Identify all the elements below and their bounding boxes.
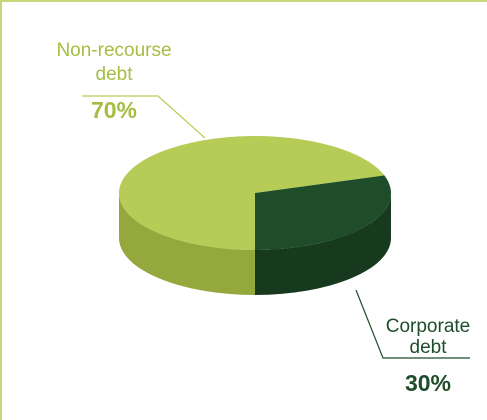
label-corporate-line1: Corporate [386, 316, 471, 337]
slice-non-recourse [118, 136, 385, 251]
slice-side-corporate [255, 193, 391, 295]
label-corporate-line2: debt [410, 337, 448, 358]
label-non-recourse-pct: 70% [91, 97, 137, 123]
slice-corporate [255, 175, 391, 250]
label-non-recourse-line1: Non-recourse [56, 40, 171, 61]
frame-border-top [0, 0, 487, 2]
slice-side-non-recourse [119, 193, 255, 295]
pie-layer [118, 136, 391, 295]
leader-line-corporate [355, 289, 470, 359]
frame-border-left [0, 0, 2, 420]
label-corporate-pct: 30% [405, 370, 451, 396]
label-non-recourse-line2: debt [96, 64, 134, 85]
leader-line-non-recourse [82, 95, 206, 139]
